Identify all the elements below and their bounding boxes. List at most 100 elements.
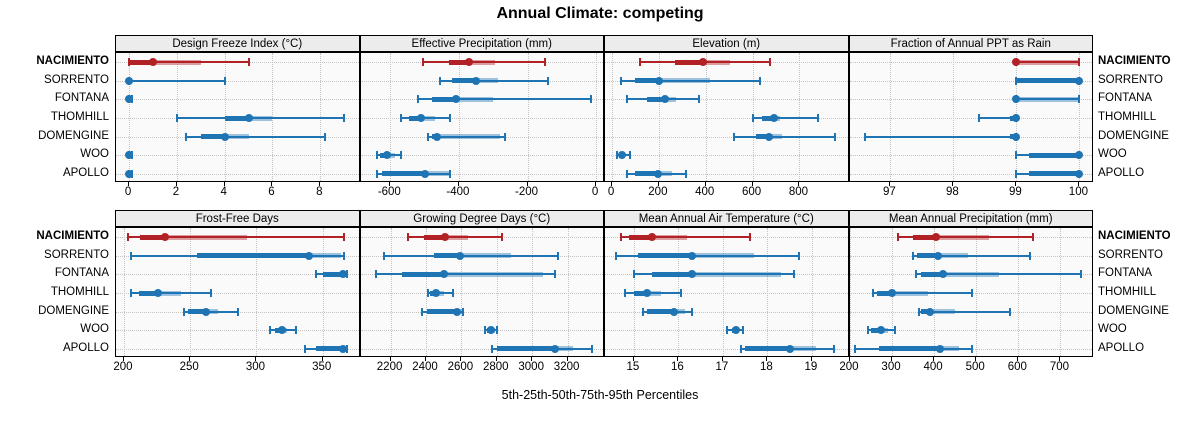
median-dot: [432, 132, 441, 141]
y-gridline: [605, 348, 848, 350]
site-label-left: SORRENTO: [44, 73, 109, 86]
whisker-cap-high: [758, 76, 761, 85]
whisker-5-95: [130, 292, 212, 294]
median-dot: [938, 270, 947, 279]
site-label-right: DOMENGINE: [1098, 304, 1169, 317]
whisker-5-95: [400, 117, 451, 119]
axis-tick: [1078, 182, 1080, 186]
whisker-cap-low: [426, 289, 429, 297]
axis-tick: [495, 357, 497, 361]
axis-tick: [975, 357, 977, 361]
whisker-cap-high: [504, 132, 507, 141]
whisker-cap-high: [679, 289, 682, 297]
median-dot: [487, 326, 496, 335]
whisker-cap-low: [182, 307, 185, 316]
axis-tick-label: 2: [172, 186, 180, 198]
whisker-cap-high: [894, 326, 897, 335]
y-gridline: [360, 155, 603, 157]
median-dot: [654, 76, 663, 85]
y-gridline: [605, 118, 848, 119]
axis-tick: [389, 357, 391, 361]
whisker-cap-high: [591, 344, 594, 353]
whisker-5-95: [1016, 61, 1080, 64]
whisker-cap-low: [912, 251, 915, 260]
axis-tick-label: 18: [760, 361, 773, 373]
x-gridline: [322, 228, 324, 356]
median-dot: [1012, 114, 1021, 122]
site-label-right: FONTANA: [1098, 92, 1153, 105]
whisker-cap-low: [977, 114, 980, 122]
y-gridline: [849, 330, 1092, 332]
axis-tick-label: 2200: [376, 361, 403, 373]
whisker-cap-high: [342, 233, 345, 242]
axis-tick-label: -200: [515, 186, 539, 198]
whisker-cap-low: [639, 58, 642, 67]
axis-tick-label: 6: [268, 186, 275, 198]
panel-strip-2-2: Growing Degree Days (°C): [359, 210, 604, 227]
median-dot: [732, 326, 741, 335]
interquartile-band: [433, 253, 511, 259]
lower-quartile-band: [1029, 171, 1080, 177]
median-dot: [877, 326, 886, 335]
axis-tick-label: 350: [312, 361, 332, 373]
axis-tick: [704, 182, 706, 186]
axis-tick-label: 8: [316, 186, 323, 198]
median-dot: [765, 132, 773, 141]
y-gridline: [116, 330, 359, 332]
whisker-cap-high: [1078, 58, 1081, 67]
axis-tick-label: 97: [883, 186, 896, 198]
site-label-right: DOMENGINE: [1098, 129, 1169, 142]
whisker-cap-low: [421, 58, 424, 67]
axis-tick: [128, 182, 130, 186]
site-label-right: THOMHILL: [1098, 286, 1157, 298]
interquartile-band: [139, 234, 248, 240]
lower-quartile-band: [196, 253, 310, 259]
whisker-cap-low: [375, 151, 378, 160]
whisker-cap-low: [897, 233, 900, 242]
whisker-cap-high: [543, 58, 546, 67]
site-label-right: APOLLO: [1098, 166, 1145, 179]
lower-quartile-band: [913, 234, 937, 240]
whisker-cap-high: [247, 58, 250, 67]
axis-tick-label: 99: [1009, 186, 1022, 198]
panel-body: [848, 227, 1093, 357]
median-dot: [660, 95, 669, 104]
whisker-5-95: [408, 236, 503, 239]
interquartile-band: [917, 253, 968, 259]
x-gridline: [612, 53, 614, 181]
panel-strip-1-1: Design Freeze Index (°C): [115, 35, 360, 52]
lower-quartile-band: [761, 115, 774, 121]
whisker-cap-low: [915, 270, 918, 279]
lower-quartile-band: [409, 115, 422, 121]
site-label-right: NACIMIENTO: [1098, 230, 1171, 243]
interquartile-band: [129, 59, 201, 65]
figure-caption: 5th-25th-50th-75th-95th Percentiles: [501, 388, 699, 402]
median-dot: [277, 326, 286, 335]
axis-tick-label: 3000: [518, 361, 544, 373]
panel-body: [359, 227, 604, 357]
x-gridline: [976, 228, 978, 356]
median-dot: [202, 307, 211, 316]
whisker-cap-low: [615, 251, 618, 260]
lower-quartile-band: [448, 59, 470, 65]
axis-tick: [766, 357, 768, 361]
site-label-left: APOLLO: [62, 341, 109, 354]
lower-quartile-band: [426, 309, 457, 315]
whisker-cap-low: [407, 233, 410, 242]
lower-quartile-band: [745, 346, 790, 352]
y-gridline: [605, 311, 848, 313]
whisker-5-95: [127, 236, 344, 239]
panel-strip-2-1: Effective Precipitation (mm): [359, 35, 604, 52]
whisker-5-95: [186, 135, 326, 138]
x-gridline: [532, 228, 534, 356]
interquartile-band: [431, 134, 501, 140]
whisker-cap-low: [129, 251, 132, 260]
lower-quartile-band: [879, 346, 941, 352]
whisker-cap-high: [495, 326, 498, 335]
x-gridline: [1018, 228, 1020, 356]
y-gridline: [116, 155, 359, 157]
median-dot: [925, 307, 934, 316]
site-label-right: WOO: [1098, 323, 1127, 336]
whisker-5-95: [865, 135, 1017, 138]
median-dot: [1075, 169, 1084, 178]
